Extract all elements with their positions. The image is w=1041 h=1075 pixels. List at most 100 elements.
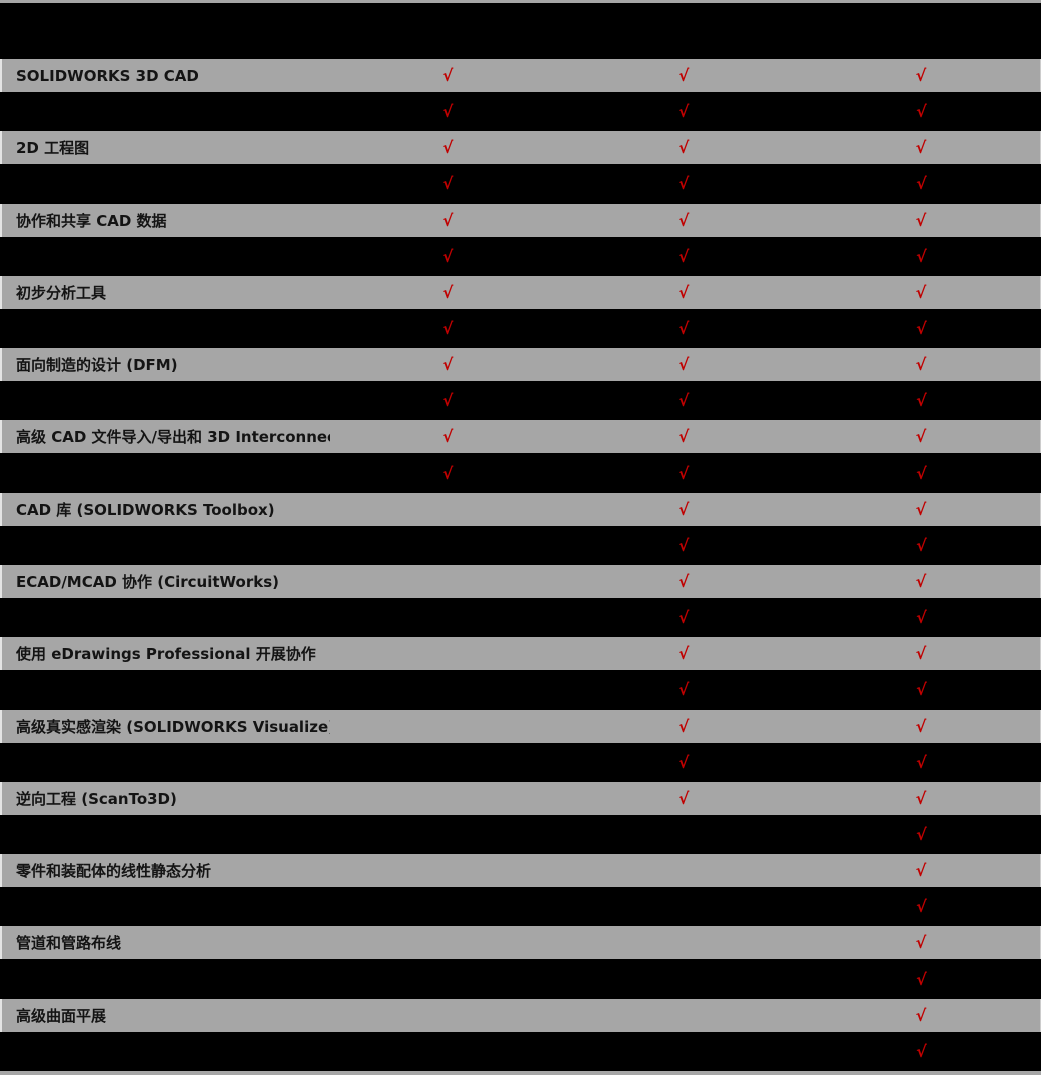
check-cell: √ (802, 211, 1040, 230)
feature-label: 使用 eDrawings Professional 开展协作 (16, 645, 316, 664)
check-cell: √ (330, 66, 566, 85)
check-icon: √ (678, 355, 690, 375)
check-cell: √ (566, 500, 802, 519)
check-icon: √ (916, 102, 927, 122)
check-icon: √ (915, 427, 927, 447)
feature-label: 高级 CAD 文件导入/导出和 3D Interconnect (16, 428, 330, 447)
check-cell: √ (566, 789, 802, 808)
check-cell: √ (330, 138, 566, 157)
feature-row-alt: √ √ √ (0, 453, 1041, 493)
check-icon: √ (916, 752, 927, 772)
check-icon: √ (915, 210, 927, 230)
check-cell: √ (802, 897, 1041, 916)
feature-row: 协作和共享 CAD 数据 √ √ √ (0, 203, 1041, 237)
check-icon: √ (678, 788, 690, 808)
check-cell: √ (566, 644, 802, 663)
check-icon: √ (442, 246, 454, 266)
check-cell: √ (330, 283, 566, 302)
check-icon: √ (678, 716, 690, 736)
feature-label: 管道和管路布线 (16, 934, 122, 953)
check-cell: √ (566, 211, 802, 230)
check-cell: √ (566, 753, 802, 772)
feature-row-alt: √ √ (0, 597, 1041, 638)
top-border-strip (0, 0, 1041, 3)
check-cell: √ (330, 355, 566, 374)
check-icon: √ (916, 824, 927, 844)
check-cell: √ (802, 319, 1041, 338)
check-cell: √ (802, 536, 1041, 555)
check-cell: √ (802, 66, 1040, 85)
table-header (0, 3, 1041, 59)
check-icon: √ (915, 138, 927, 158)
check-icon: √ (442, 102, 454, 122)
check-cell: √ (802, 970, 1041, 989)
check-cell: √ (330, 247, 566, 266)
check-icon: √ (442, 174, 454, 194)
check-icon: √ (916, 897, 927, 917)
feature-row-alt: √ √ √ (0, 164, 1041, 204)
check-icon: √ (442, 138, 454, 158)
feature-row-alt: √ √ √ (0, 92, 1041, 132)
check-cell: √ (802, 572, 1040, 591)
check-icon: √ (915, 355, 927, 375)
feature-label: 协作和共享 CAD 数据 (16, 211, 167, 230)
check-cell: √ (330, 319, 566, 338)
check-cell: √ (330, 427, 566, 446)
check-cell: √ (802, 174, 1041, 193)
check-icon: √ (678, 210, 690, 230)
check-icon: √ (915, 933, 927, 953)
check-icon: √ (915, 66, 927, 85)
check-cell: √ (566, 319, 802, 338)
check-icon: √ (915, 499, 927, 519)
check-icon: √ (916, 391, 927, 411)
check-cell: √ (566, 174, 802, 193)
check-cell: √ (566, 66, 802, 85)
check-cell: √ (566, 355, 802, 374)
check-cell: √ (330, 174, 566, 193)
check-cell: √ (802, 825, 1041, 844)
feature-label: 高级曲面平展 (16, 1006, 107, 1025)
feature-row-alt: √ √ √ (0, 236, 1041, 276)
check-icon: √ (678, 391, 690, 411)
check-cell: √ (566, 138, 802, 157)
bottom-border-strip (0, 1071, 1041, 1075)
check-cell: √ (802, 861, 1040, 880)
check-icon: √ (915, 788, 927, 808)
feature-row: ECAD/MCAD 协作 (CircuitWorks) √ √ (0, 564, 1041, 598)
check-icon: √ (678, 318, 690, 338)
check-icon: √ (442, 391, 454, 411)
feature-row-alt: √ (0, 814, 1041, 855)
check-cell: √ (802, 753, 1041, 772)
feature-row: 面向制造的设计 (DFM) √ √ √ (0, 348, 1041, 382)
check-cell: √ (566, 536, 802, 555)
check-icon: √ (916, 463, 927, 483)
feature-row: 零件和装配体的线性静态分析 √ (0, 854, 1041, 888)
check-icon: √ (915, 861, 927, 881)
feature-row-alt: √ √ (0, 525, 1041, 565)
check-icon: √ (916, 969, 927, 989)
check-icon: √ (915, 571, 927, 591)
check-cell: √ (802, 283, 1040, 302)
check-icon: √ (442, 210, 454, 230)
check-cell: √ (802, 247, 1041, 266)
check-cell: √ (802, 608, 1041, 627)
check-icon: √ (678, 138, 690, 158)
check-cell: √ (802, 1042, 1041, 1061)
check-icon: √ (678, 752, 690, 772)
feature-label: 零件和装配体的线性静态分析 (16, 862, 212, 881)
check-cell: √ (330, 102, 566, 121)
feature-row: 高级真实感渲染 (SOLIDWORKS Visualize) √ √ (0, 709, 1041, 743)
check-cell: √ (566, 717, 802, 736)
check-icon: √ (916, 318, 927, 338)
check-cell: √ (802, 427, 1040, 446)
feature-label: 面向制造的设计 (DFM) (16, 356, 178, 375)
check-icon: √ (442, 355, 454, 375)
check-cell: √ (566, 247, 802, 266)
feature-row-alt: √ √ √ (0, 308, 1041, 349)
check-icon: √ (678, 246, 690, 266)
feature-label: SOLIDWORKS 3D CAD (16, 66, 199, 85)
feature-row-alt: √ √ (0, 670, 1041, 710)
check-cell: √ (566, 608, 802, 627)
check-cell: √ (802, 138, 1040, 157)
check-cell: √ (802, 644, 1040, 663)
